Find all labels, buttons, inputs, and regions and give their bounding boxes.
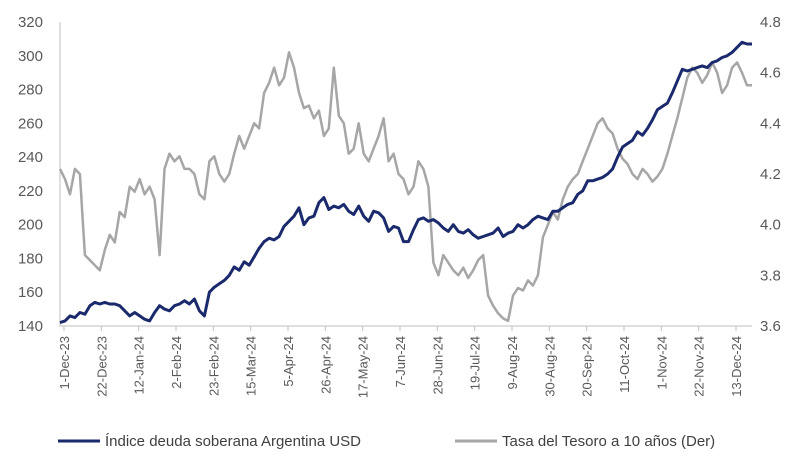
series-line-treasury-10y (58, 51, 752, 323)
x-tick-label: 7-Jun-24 (393, 336, 408, 387)
x-tick-label: 11-Oct-24 (617, 336, 632, 393)
y-left-tick-label: 280 (18, 82, 43, 99)
y-right-tick-label: 4.2 (760, 166, 781, 183)
y-left-tick-label: 220 (18, 183, 43, 200)
y-right-tick-label: 3.8 (760, 267, 781, 284)
y-right-tick-label: 4.8 (760, 14, 781, 31)
series-layer (58, 40, 752, 325)
x-tick-label: 23-Feb-24 (206, 336, 221, 396)
legend: Índice deuda soberana Argentina USD Tasa… (58, 433, 715, 450)
y-left-tick-label: 160 (18, 284, 43, 301)
x-tick-label: 19-Jul-24 (468, 336, 483, 390)
y-right-tick-label: 4.6 (760, 65, 781, 82)
x-tick-label: 22-Nov-24 (692, 336, 707, 397)
series-line-argentina-index (59, 40, 752, 325)
x-tick-label: 20-Sep-24 (580, 336, 595, 397)
y-left-tick-label: 260 (18, 115, 43, 132)
x-tick-label: 1-Dec-23 (57, 336, 72, 389)
x-tick-label: 22-Dec-23 (94, 336, 109, 397)
y-right-tick-label: 4.4 (760, 115, 781, 132)
y-right-tick-label: 3.6 (760, 318, 781, 335)
legend-label-treasury-10y: Tasa del Tesoro a 10 años (Der) (502, 433, 715, 450)
y-left-tick-label: 140 (18, 318, 43, 335)
x-tick-label: 28-Jun-24 (430, 336, 445, 395)
x-tick-label: 1-Nov-24 (654, 336, 669, 389)
y-left-tick-label: 300 (18, 48, 43, 65)
x-tick-label: 2-Feb-24 (169, 336, 184, 389)
x-tick-label: 26-Apr-24 (318, 336, 333, 394)
y-left-tick-label: 200 (18, 217, 43, 234)
x-tick-label: 13-Dec-24 (729, 336, 744, 397)
y-left-tick-label: 240 (18, 149, 43, 166)
x-tick-label: 17-May-24 (356, 336, 371, 398)
x-tick-label: 15-Mar-24 (244, 336, 259, 396)
x-tick-label: 5-Apr-24 (281, 336, 296, 387)
x-tick-label: 12-Jan-24 (132, 336, 147, 395)
x-tick-label: 30-Aug-24 (542, 336, 557, 397)
y-left-tick-label: 320 (18, 14, 43, 31)
x-tick-label: 9-Aug-24 (505, 336, 520, 389)
y-right-tick-label: 4.0 (760, 217, 781, 234)
legend-label-argentina-index: Índice deuda soberana Argentina USD (105, 433, 361, 450)
axes: 140 160 180 200 220 240 260 280 300 320 3.6 3.8 4.0 4… (18, 14, 781, 398)
y-left-tick-label: 180 (18, 250, 43, 267)
